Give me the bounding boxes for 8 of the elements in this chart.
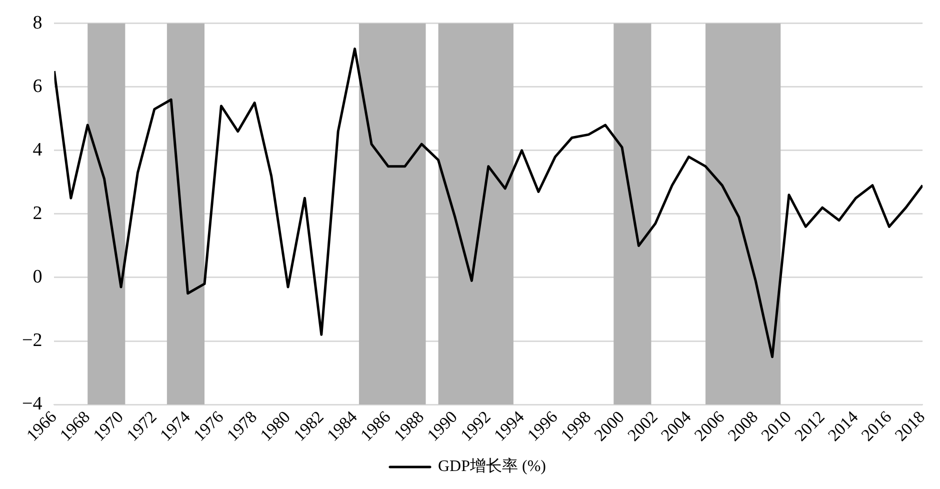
y-tick-label: 0 bbox=[32, 266, 42, 288]
y-tick-label: 2 bbox=[32, 202, 42, 224]
y-tick-label: 8 bbox=[32, 12, 42, 34]
y-tick-label: −4 bbox=[22, 394, 43, 415]
legend-label: GDP增长率 (%) bbox=[438, 457, 546, 476]
y-tick-label: 4 bbox=[32, 139, 43, 160]
y-tick-label: 6 bbox=[32, 76, 42, 97]
y-tick-label: −2 bbox=[22, 330, 42, 351]
